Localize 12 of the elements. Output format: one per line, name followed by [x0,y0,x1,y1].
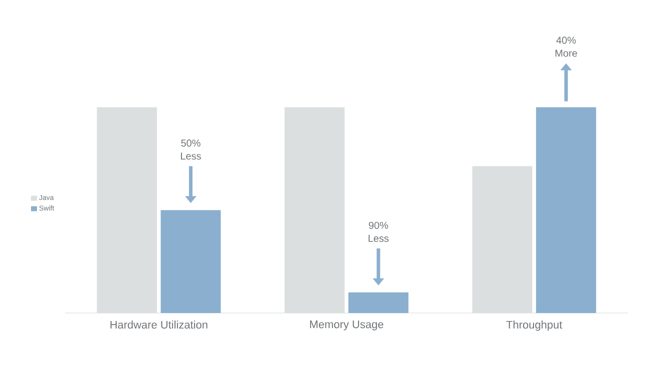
annotation: 90% Less [368,222,389,242]
bar [96,107,157,313]
x-tick-label: Memory Usage [310,320,384,330]
bar [348,292,408,313]
bar [284,107,345,313]
text: 40% More [556,36,578,57]
annotation: 50% Less [180,140,201,160]
bar [472,166,532,313]
x-tick-label: Hardware Utilization [110,320,208,329]
x-tick-label: Throughput [506,320,562,331]
bar [536,107,596,313]
bar [160,210,221,313]
